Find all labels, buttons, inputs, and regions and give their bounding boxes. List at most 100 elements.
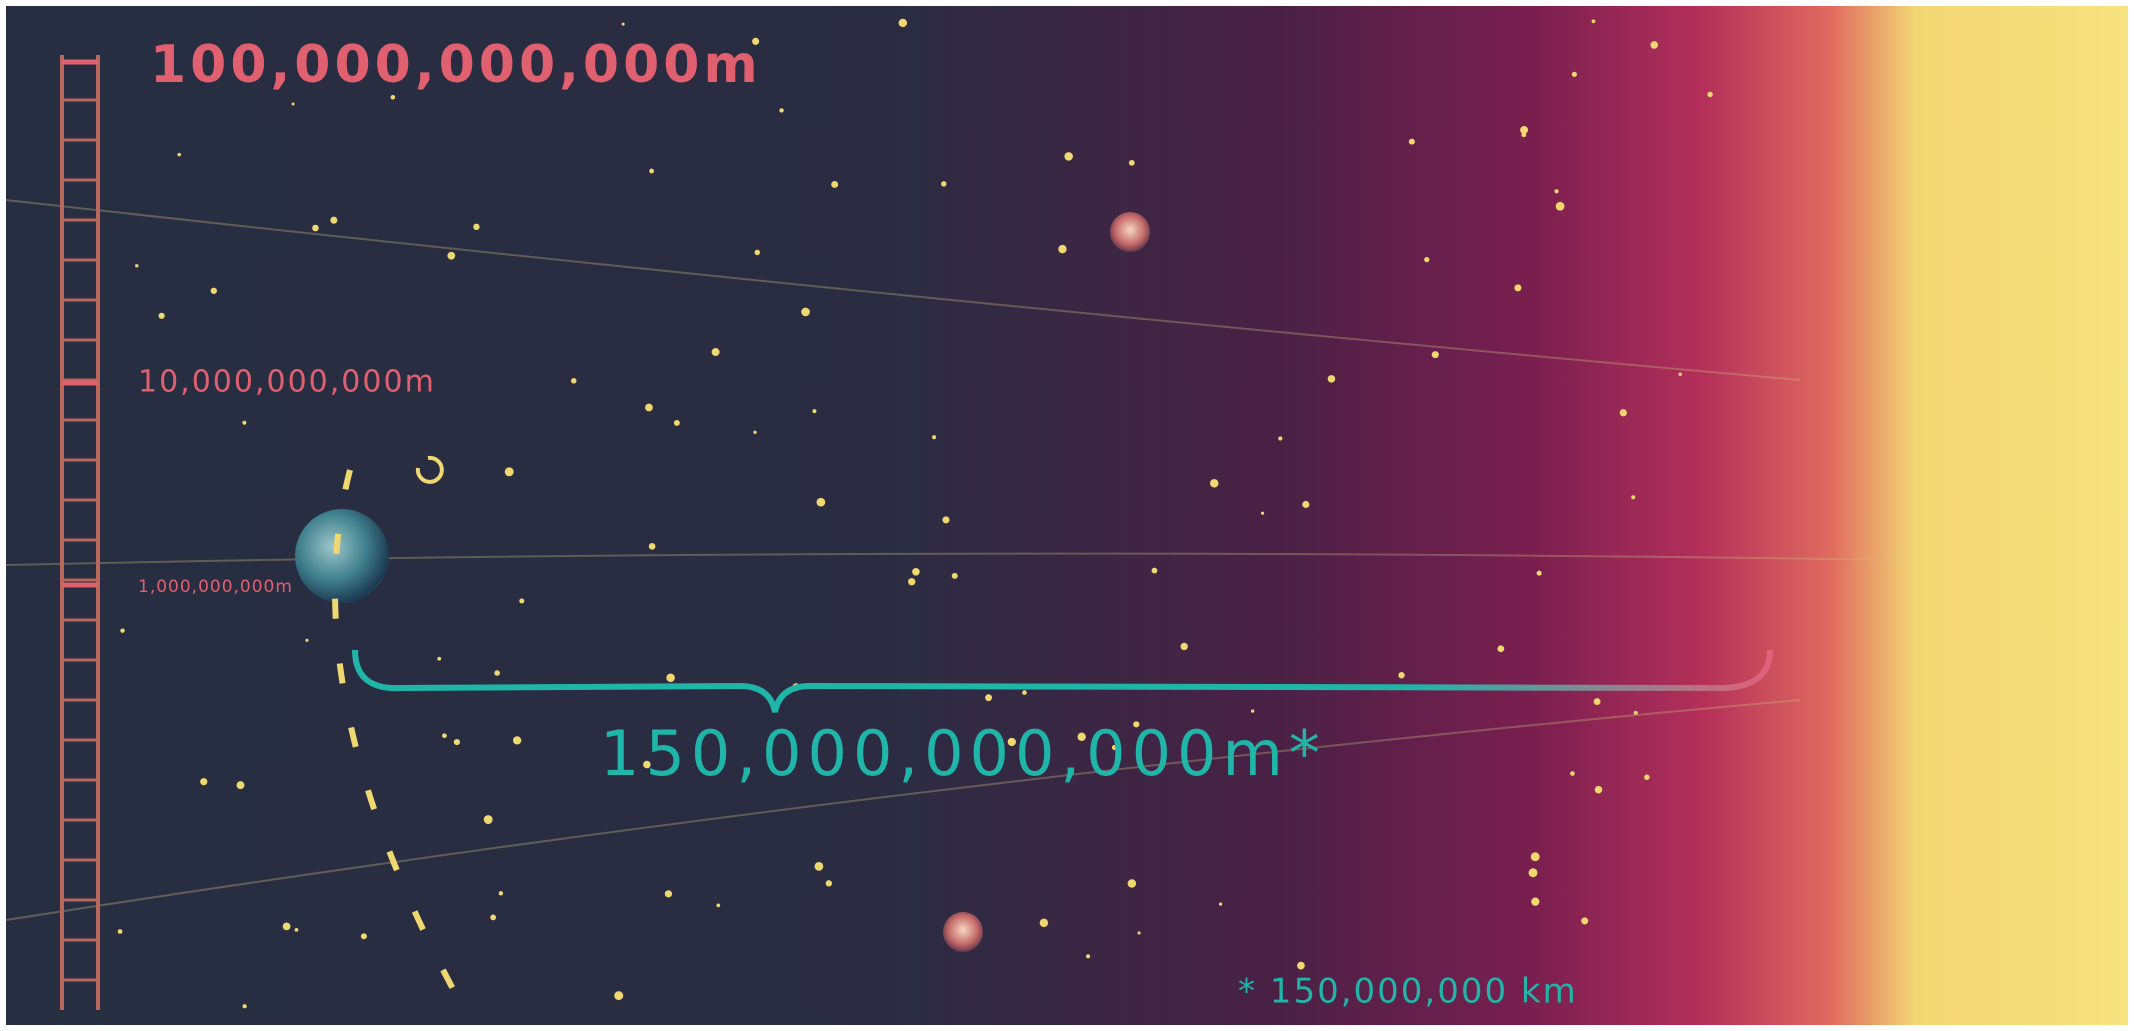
star [1570, 771, 1575, 776]
star [1077, 732, 1086, 741]
star [754, 249, 760, 256]
distance-label: 150,000,000,000m* [600, 717, 1326, 790]
star [912, 567, 920, 576]
stars [117, 18, 1713, 1009]
star [1650, 41, 1659, 49]
star [752, 37, 760, 45]
star [519, 598, 525, 604]
star [312, 224, 319, 232]
star [908, 578, 916, 586]
star [816, 497, 826, 507]
star [649, 168, 654, 174]
star [645, 403, 653, 412]
star [453, 738, 460, 746]
star [504, 467, 514, 477]
earth-orbit [332, 469, 473, 1022]
star [210, 287, 217, 294]
star [1497, 645, 1505, 653]
star [1327, 375, 1336, 383]
star [512, 736, 522, 745]
star [242, 1004, 247, 1009]
star [1180, 642, 1188, 651]
star [666, 673, 675, 683]
star [1137, 931, 1141, 935]
star [570, 378, 577, 384]
star [1151, 567, 1158, 574]
star [1039, 918, 1049, 928]
scale-label: 10,000,000,000m [138, 365, 436, 400]
star [1521, 132, 1527, 138]
star [898, 18, 908, 28]
ladder [60, 55, 100, 1010]
star [1260, 511, 1265, 515]
star [1431, 351, 1439, 359]
star [1111, 745, 1117, 751]
star [814, 862, 824, 871]
star [779, 108, 784, 113]
star [437, 656, 442, 661]
star [1218, 902, 1223, 906]
star [158, 312, 165, 319]
star [200, 778, 208, 786]
star [932, 435, 937, 440]
star [1594, 785, 1603, 794]
star [1555, 201, 1565, 211]
star [494, 670, 500, 676]
scale-label: 1,000,000,000m [138, 577, 293, 597]
distance-footnote: * 150,000,000 km [1238, 972, 1578, 1012]
star [673, 419, 680, 426]
star [1302, 500, 1310, 509]
star [1058, 244, 1067, 254]
star [716, 903, 721, 908]
star [942, 516, 950, 524]
star [801, 307, 810, 317]
star [1633, 710, 1638, 715]
star [1128, 159, 1135, 166]
star [831, 180, 839, 188]
scale-label: 100,000,000,000m [150, 35, 762, 95]
star [614, 991, 624, 1001]
star [282, 922, 291, 931]
star [711, 348, 720, 357]
star [1644, 774, 1650, 780]
star [1278, 436, 1283, 441]
star [648, 543, 656, 550]
star [1408, 138, 1415, 145]
earth [295, 509, 389, 603]
planet [1110, 212, 1150, 252]
star [753, 430, 757, 434]
star [447, 251, 456, 260]
distance-brace [352, 649, 1773, 713]
star [1554, 189, 1559, 194]
star [1593, 698, 1601, 706]
star [1424, 256, 1430, 263]
star [1707, 91, 1713, 98]
star [1209, 478, 1219, 488]
star [177, 152, 181, 157]
star [643, 760, 651, 769]
star [1631, 495, 1636, 500]
star [1531, 897, 1540, 906]
star [1007, 737, 1016, 747]
star [1581, 917, 1589, 925]
star [1127, 879, 1137, 888]
star [1678, 372, 1682, 376]
star [1133, 721, 1140, 728]
star [1528, 868, 1538, 878]
scale-labels: 100,000,000,000m 10,000,000,000m 1,000,0… [138, 35, 762, 597]
star [1085, 954, 1091, 959]
star [1571, 71, 1577, 77]
ladder-rungs [62, 98, 98, 982]
star [330, 216, 338, 224]
star [498, 891, 504, 896]
star [390, 94, 396, 100]
star [305, 638, 309, 642]
star [664, 890, 673, 898]
star [1064, 152, 1073, 161]
star [1514, 284, 1522, 292]
star [294, 927, 299, 932]
star [1536, 570, 1542, 576]
moon [415, 455, 444, 484]
